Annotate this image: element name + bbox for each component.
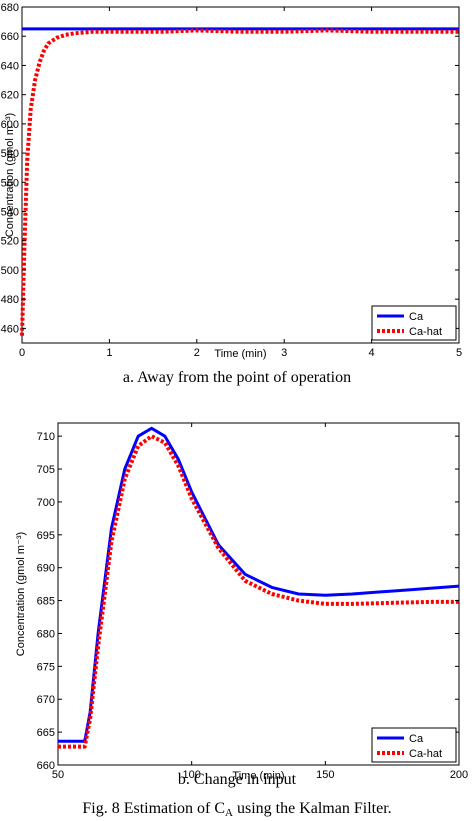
chart-a-series-ca-hat-line: [20, 28, 459, 336]
chart-a-ytick-label: 680: [1, 2, 19, 14]
chart-b-ytick-label: 665: [37, 727, 55, 739]
chart-a-legend-label: Ca: [409, 311, 424, 323]
figure-caption: Fig. 8 Estimation of CA using the Kalman…: [82, 800, 391, 819]
chart-a-ytick-label: 500: [1, 265, 19, 277]
chart-a: 0 1 2 3 4 5 460 480 500 520 540 560 580 600 620 640 660 6…: [1, 2, 462, 386]
chart-a-ytick-label: 660: [1, 31, 19, 43]
chart-b-legend-label: Ca: [409, 733, 424, 745]
chart-a-xtick-label: 2: [194, 347, 200, 359]
chart-a-xtick-label: 3: [281, 347, 287, 359]
chart-b-ytick-label: 660: [37, 760, 55, 772]
chart-b-xtick-label: 200: [450, 769, 468, 781]
chart-b-legend: [371, 727, 457, 763]
chart-b-series-ca-hat-line: [58, 434, 459, 749]
chart-b-ylabel: Concentration (gmol m⁻³): [15, 532, 27, 656]
chart-b-legend-label: Ca-hat: [409, 748, 442, 760]
chart-b-xtick-label: 50: [52, 769, 64, 781]
chart-a-legend: [371, 305, 457, 341]
chart-a-xtick-label: 1: [106, 347, 112, 359]
chart-a-ylabel: Concentration (gmol m⁻³): [4, 113, 16, 237]
chart-a-ytick-label: 540: [1, 207, 19, 219]
chart-a-ytick-label: 520: [1, 236, 19, 248]
chart-b-xlabel: Time (min): [232, 770, 284, 782]
figure-caption-suffix: using the Kalman Filter.: [233, 800, 392, 817]
chart-a-ytick-label: 640: [1, 60, 19, 72]
chart-a-ytick-label: 480: [1, 294, 19, 306]
chart-b-caption: b. Change in input: [178, 771, 297, 788]
chart-a-plot-area: [21, 6, 460, 344]
chart-b-plot-area: [57, 422, 460, 766]
chart-a-xtick-label: 5: [456, 347, 462, 359]
chart-b-ytick-label: 685: [37, 596, 55, 608]
chart-b-ytick-label: 705: [37, 464, 55, 476]
chart-a-xtick-label: 4: [369, 347, 375, 359]
chart-a-ytick-label: 580: [1, 148, 19, 160]
figure-caption-prefix: Fig. 8 Estimation of C: [82, 800, 225, 817]
chart-b-ytick-label: 710: [37, 431, 55, 443]
chart-b-ytick-label: 690: [37, 563, 55, 575]
chart-b-ytick-label: 675: [37, 661, 55, 673]
chart-a-xtick-label: 0: [19, 347, 25, 359]
chart-a-ytick-label: 460: [1, 323, 19, 335]
figure-caption-subscript: A: [225, 807, 233, 819]
chart-a-ytick-label: 620: [1, 90, 19, 102]
chart-b: 50 100 150 200 660 665 670 675 680 685 690 695 700 70…: [15, 422, 468, 788]
chart-a-ytick-label: 600: [1, 119, 19, 131]
chart-b-ytick-label: 670: [37, 694, 55, 706]
chart-a-xlabel: Time (min): [214, 348, 266, 360]
chart-b-ytick-label: 680: [37, 628, 55, 640]
chart-a-caption: a. Away from the point of operation: [123, 369, 351, 386]
chart-b-ytick-label: 700: [37, 497, 55, 509]
chart-b-xtick-label: 100: [182, 769, 200, 781]
chart-a-legend-label: Ca-hat: [409, 326, 442, 338]
chart-b-xtick-label: 150: [316, 769, 334, 781]
chart-b-ytick-label: 695: [37, 530, 55, 542]
chart-a-ytick-label: 560: [1, 177, 19, 189]
